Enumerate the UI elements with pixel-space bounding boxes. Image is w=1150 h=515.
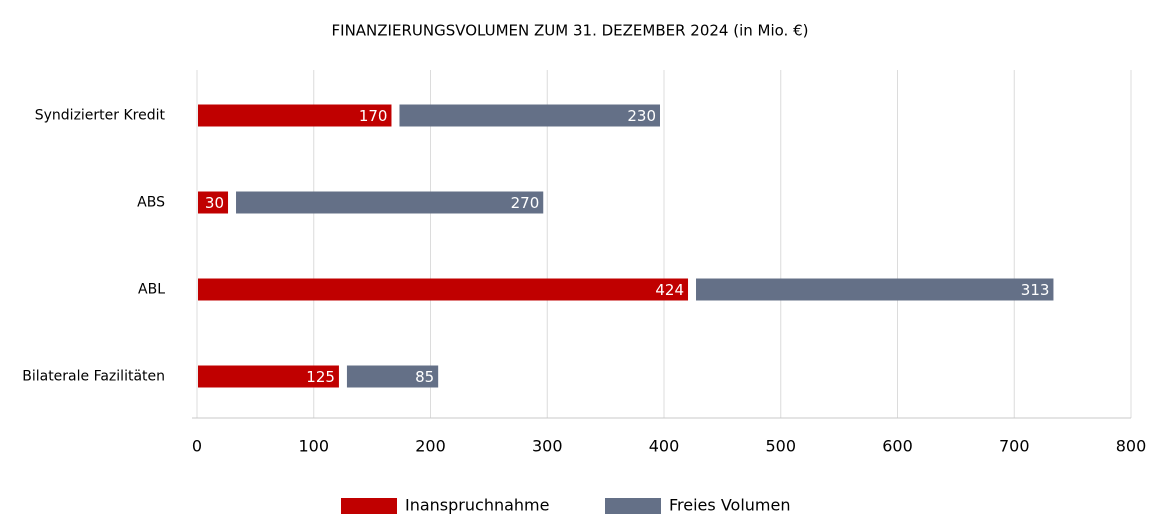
y-tick-label: Bilaterale Fazilitäten xyxy=(22,369,165,385)
bar xyxy=(346,365,439,388)
bar xyxy=(399,104,660,127)
bar xyxy=(198,191,229,214)
x-tick-label: 600 xyxy=(882,437,913,456)
value-label: 30 xyxy=(205,194,224,212)
value-label: 125 xyxy=(306,368,335,386)
legend-label: Freies Volumen xyxy=(669,496,790,515)
y-tick-label: Syndizierter Kredit xyxy=(35,108,166,124)
value-label: 424 xyxy=(655,281,684,299)
bar xyxy=(198,365,339,388)
x-tick-label: 700 xyxy=(999,437,1030,456)
chart-title: FINANZIERUNGSVOLUMEN ZUM 31. DEZEMBER 20… xyxy=(332,22,809,40)
bar xyxy=(198,104,392,127)
value-label: 313 xyxy=(1021,281,1050,299)
legend-label: Inanspruchnahme xyxy=(405,496,549,515)
legend-swatch xyxy=(341,498,397,514)
y-tick-label: ABL xyxy=(138,282,165,298)
x-tick-label: 400 xyxy=(649,437,680,456)
bar xyxy=(198,278,689,301)
bar xyxy=(236,191,544,214)
x-tick-label: 800 xyxy=(1116,437,1147,456)
value-label: 85 xyxy=(415,368,434,386)
x-tick-label: 300 xyxy=(532,437,563,456)
x-tick-label: 100 xyxy=(298,437,329,456)
bar xyxy=(696,278,1054,301)
value-label: 170 xyxy=(359,107,388,125)
legend-swatch xyxy=(605,498,661,514)
y-tick-label: ABS xyxy=(137,195,165,211)
x-tick-label: 500 xyxy=(765,437,796,456)
value-label: 270 xyxy=(511,194,540,212)
x-tick-label: 0 xyxy=(192,437,202,456)
value-label: 230 xyxy=(627,107,656,125)
x-tick-label: 200 xyxy=(415,437,446,456)
